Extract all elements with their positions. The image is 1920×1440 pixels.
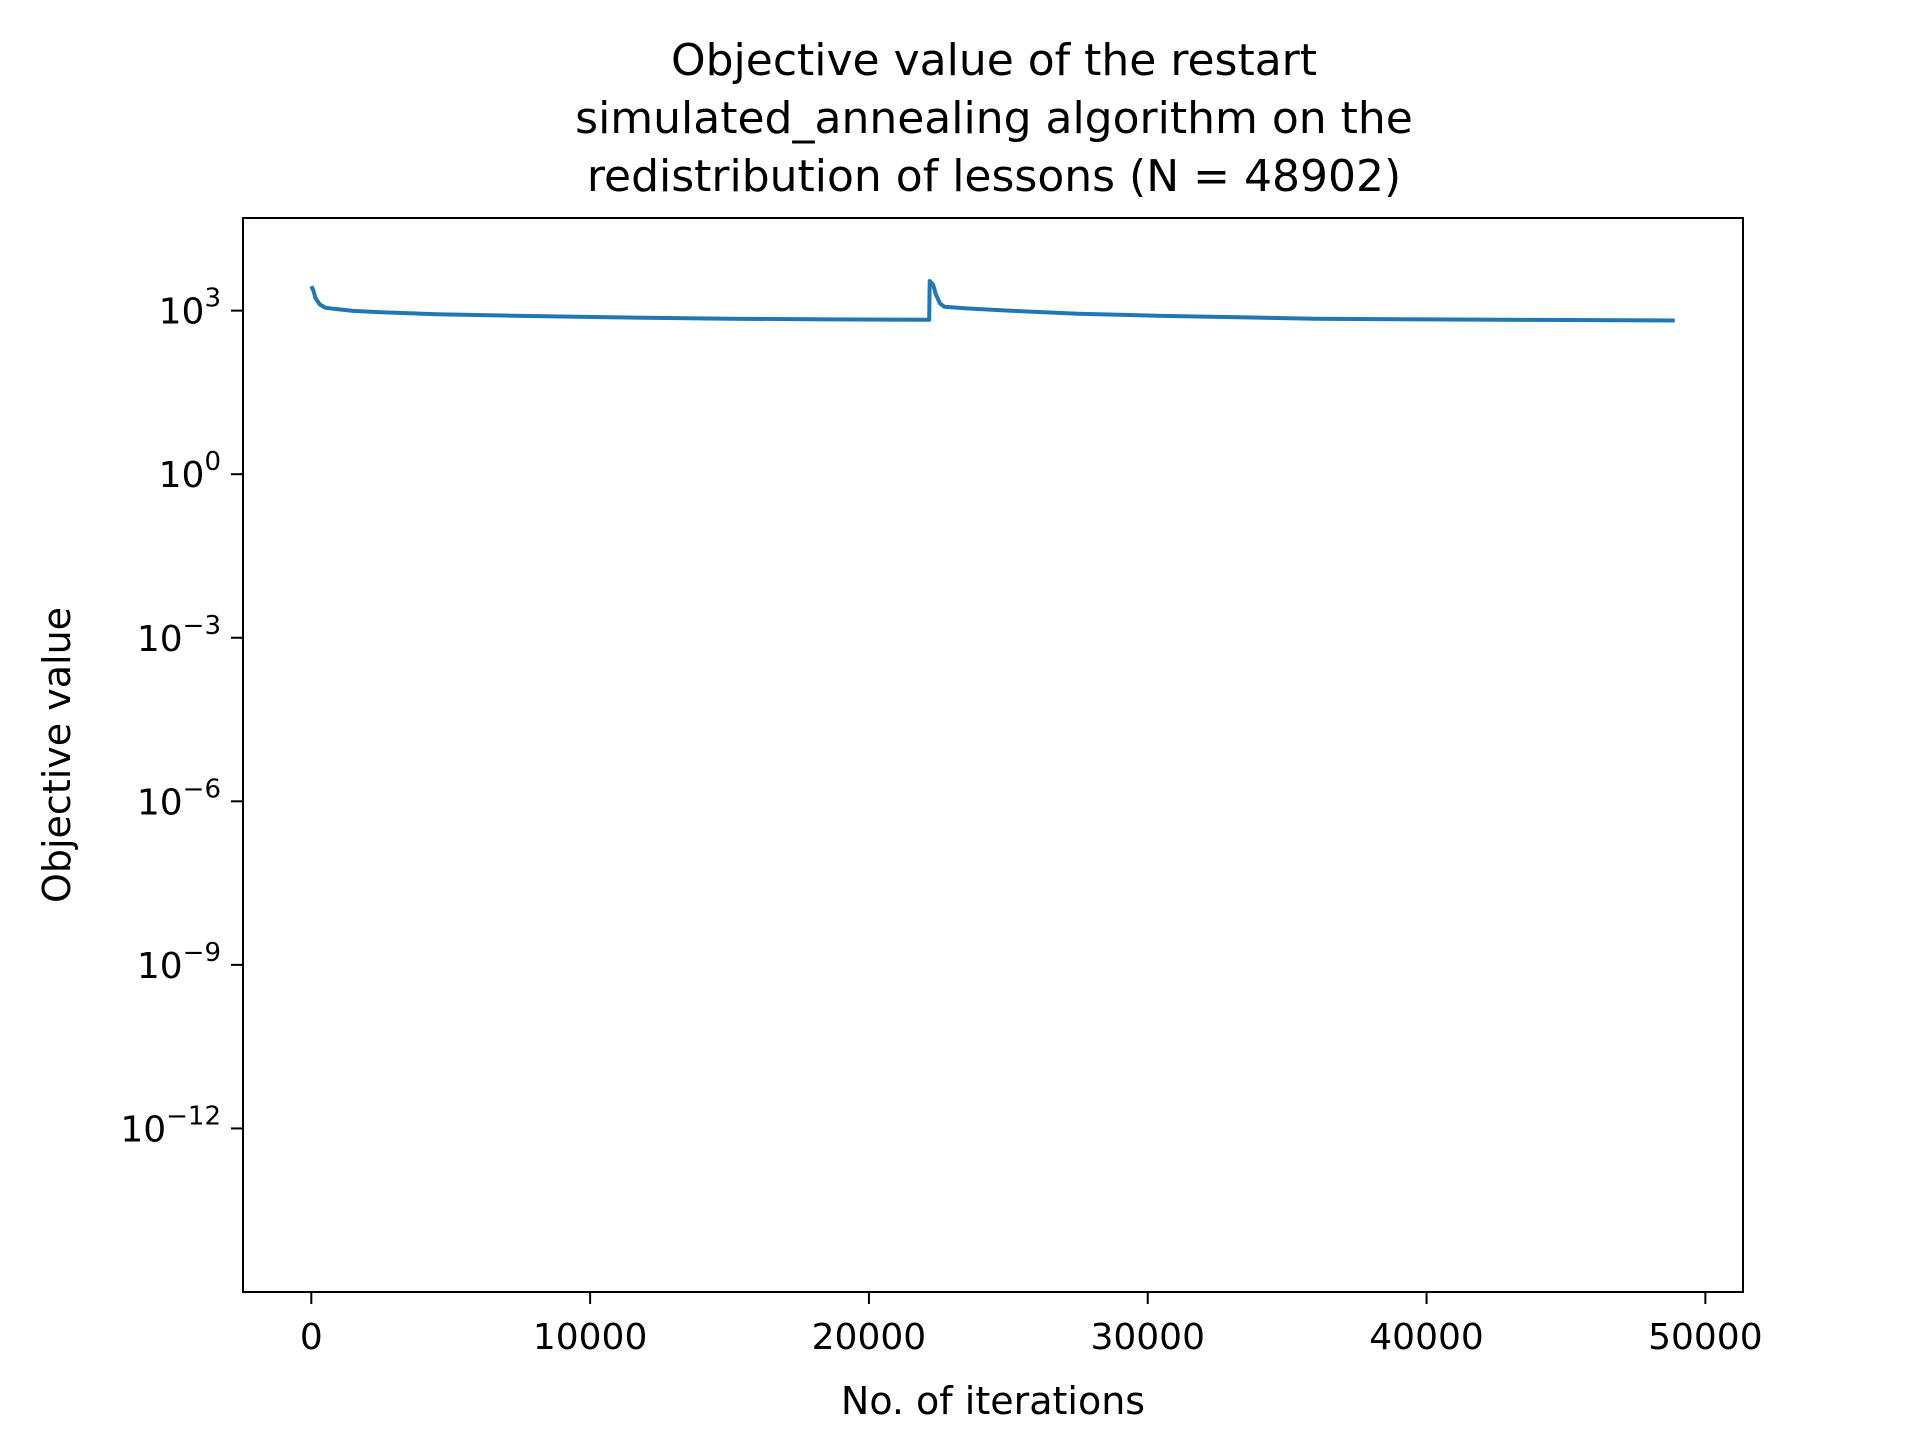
title-line-3: redistribution of lessons (N = 48902): [587, 151, 1401, 202]
y-axis-label: Objective value: [35, 607, 79, 903]
x-tick-label: 10000: [533, 1317, 648, 1358]
y-tick-label: 103: [159, 284, 221, 333]
y-tick-label: 10−9: [137, 938, 221, 987]
x-axis-label: No. of iterations: [841, 1379, 1145, 1423]
chart-title: Objective value of the restart simulated…: [575, 35, 1413, 202]
title-line-2: simulated_annealing algorithm on the: [575, 93, 1413, 144]
x-tick-label: 50000: [1648, 1317, 1763, 1358]
x-tick-label: 30000: [1090, 1317, 1205, 1358]
y-tick-label: 10−6: [137, 774, 221, 823]
x-axis: 0 10000 20000 30000 40000 50000: [300, 1292, 1763, 1358]
x-tick-label: 20000: [812, 1317, 927, 1358]
series-lines: [309, 279, 1675, 323]
title-line-1: Objective value of the restart: [671, 35, 1317, 86]
series-line-1: [309, 279, 1675, 323]
x-tick-label: 0: [300, 1317, 323, 1358]
x-tick-label: 40000: [1369, 1317, 1484, 1358]
y-tick-label: 10−3: [137, 611, 221, 660]
plot-frame: [242, 217, 1744, 1293]
y-tick-label: 100: [159, 447, 221, 496]
y-axis: 103 100 10−3 10−6 10−9 10−12: [120, 284, 243, 1150]
y-tick-label: 10−12: [120, 1101, 221, 1150]
